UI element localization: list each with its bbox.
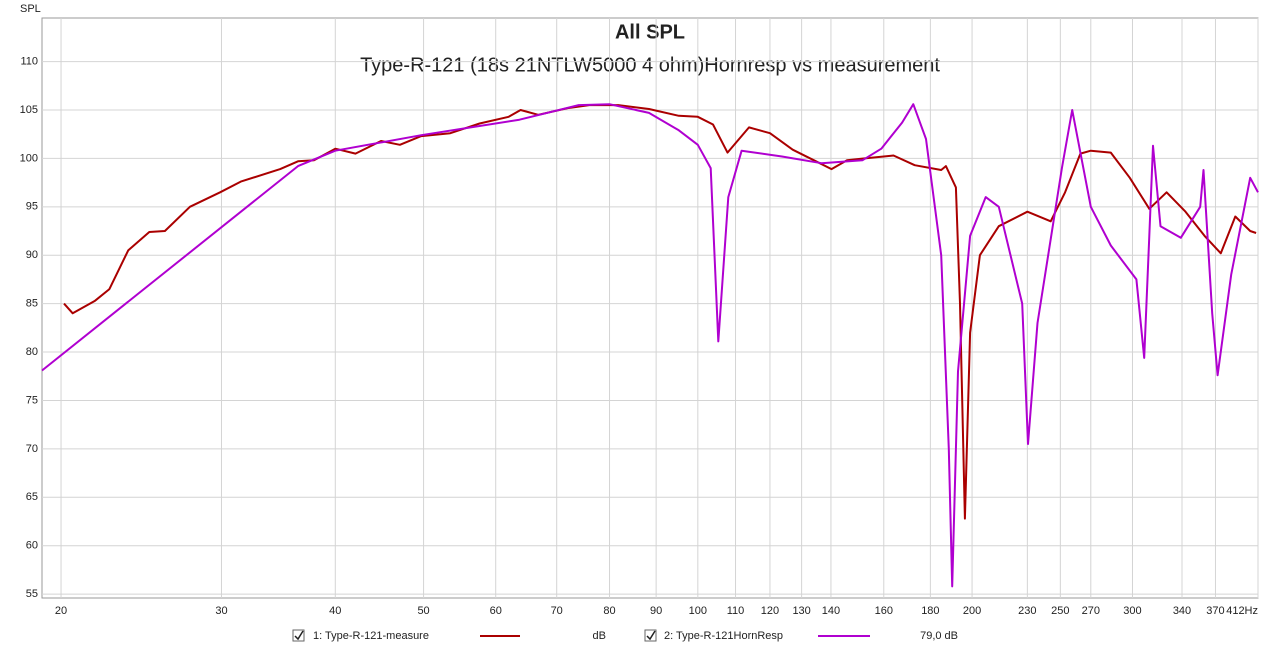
- x-tick-label: 130: [792, 605, 810, 617]
- y-tick-label: 55: [26, 588, 38, 600]
- x-tick-label: 180: [921, 605, 939, 617]
- y-tick-label: 70: [26, 443, 38, 455]
- y-tick-label: 65: [26, 491, 38, 503]
- legend-value: dB: [593, 630, 606, 642]
- x-tick-label: 90: [650, 605, 662, 617]
- y-tick-label: 105: [20, 104, 38, 116]
- legend-check: [646, 630, 656, 641]
- y-axis-label: SPL: [20, 3, 41, 15]
- y-tick-label: 100: [20, 152, 38, 164]
- x-tick-label: 270: [1082, 605, 1100, 617]
- legend-checkbox: [644, 629, 657, 642]
- x-tick-label: 300: [1123, 605, 1141, 617]
- x-tick-label: 370: [1206, 605, 1224, 617]
- x-tick-label: 30: [215, 605, 227, 617]
- plot-area: [41, 17, 1259, 599]
- x-tick-label: 250: [1051, 605, 1069, 617]
- y-tick-label: 110: [20, 55, 38, 67]
- chart-title: All SPL: [615, 21, 685, 43]
- x-tick-label: 120: [761, 605, 779, 617]
- legend-label: 2: Type-R-121HornResp: [664, 630, 783, 642]
- x-tick-label: 160: [875, 605, 893, 617]
- x-tick-label: 80: [603, 605, 615, 617]
- x-tick-label: 110: [727, 605, 745, 617]
- legend-value: 79,0 dB: [920, 630, 958, 642]
- y-tick-label: 60: [26, 540, 38, 552]
- y-tick-label: 90: [26, 249, 38, 261]
- series-line: [63, 104, 1257, 520]
- legend-label: 1: Type-R-121-measure: [313, 630, 429, 642]
- y-tick-label: 95: [26, 201, 38, 213]
- x-tick-label: 340: [1173, 605, 1191, 617]
- y-tick-label: 75: [26, 394, 38, 406]
- x-tick-label: 70: [551, 605, 563, 617]
- x-tick-label: 50: [417, 605, 429, 617]
- x-tick-label: 60: [490, 605, 502, 617]
- x-tick-label: 40: [329, 605, 341, 617]
- x-tick-label: 100: [689, 605, 707, 617]
- series-line: [41, 103, 1259, 588]
- x-tick-label: 200: [963, 605, 981, 617]
- x-tick-label: 140: [822, 605, 840, 617]
- y-tick-label: 80: [26, 346, 38, 358]
- y-tick-label: 85: [26, 298, 38, 310]
- legend-checkbox: [292, 629, 305, 642]
- x-tick-label: 230: [1018, 605, 1036, 617]
- chart-subtitle: Type-R-121 (18s 21NTLW5000 4 ohm)Hornres…: [360, 54, 940, 76]
- x-tick-label: 412Hz: [1226, 605, 1258, 617]
- legend-check: [294, 630, 304, 641]
- x-tick-label: 20: [55, 605, 67, 617]
